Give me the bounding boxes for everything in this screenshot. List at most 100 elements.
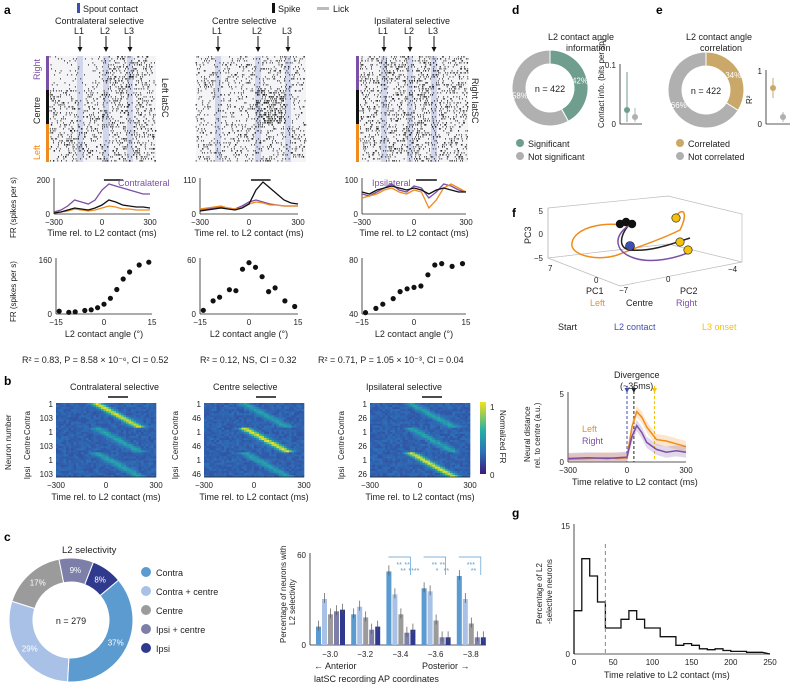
heatmap-cell <box>372 421 376 424</box>
heatmap-cell <box>153 415 157 418</box>
heatmap-cell <box>460 415 463 418</box>
heatmap-cell <box>121 411 124 414</box>
heatmap-cell <box>236 444 240 447</box>
spike-row <box>219 154 303 156</box>
heatmap-cell <box>299 425 302 428</box>
heatmap-cell <box>206 448 210 451</box>
heatmap-cell <box>251 407 255 410</box>
heatmap-cell <box>153 429 157 433</box>
row-group-2-1: Centre <box>337 435 346 460</box>
heatmap-cell <box>73 464 77 468</box>
heatmap-cell <box>465 452 468 455</box>
heatmap-cell <box>128 433 132 437</box>
heatmap-cell <box>410 411 413 414</box>
heatmap-cell <box>432 448 436 451</box>
heatmap-cell <box>289 470 292 474</box>
tuning-xlabel-2: L2 contact angle (°) <box>375 329 453 339</box>
heatmap-cell <box>437 425 441 428</box>
heatmap-cell <box>249 435 252 439</box>
spike-row <box>359 76 469 78</box>
heatmap-cell <box>455 411 458 414</box>
heatmap-cell <box>390 454 393 457</box>
heatmap-cell <box>425 409 428 412</box>
heatmap-cell <box>123 435 127 439</box>
heatmap-cell <box>397 415 401 418</box>
heatmap-cell <box>241 419 245 422</box>
heatmap-cell <box>445 405 448 408</box>
heatmap-cell <box>239 440 242 443</box>
heatmap-cell <box>239 450 242 453</box>
row-bar-left <box>46 124 49 162</box>
heatmap-cell <box>83 466 87 470</box>
heatmap-cell <box>294 446 297 449</box>
heatmap-cell <box>281 427 285 431</box>
heatmap-cell <box>249 409 252 412</box>
heatmap-cell <box>226 425 230 428</box>
heatmap-cell <box>209 450 212 453</box>
heatmap-cell <box>141 419 144 422</box>
heatmap-cell <box>380 440 383 443</box>
heatmap-cell <box>219 423 222 426</box>
fr-ytick-low-0: 0 <box>46 210 51 219</box>
heatmap-cell <box>231 403 235 406</box>
heatmap-cell <box>73 403 77 406</box>
heatmap-cell <box>457 419 461 422</box>
heatmap-cell <box>209 437 212 441</box>
heatmap-cell <box>118 464 122 468</box>
heatmap-cell <box>465 417 468 420</box>
heatmap-cell <box>101 444 104 447</box>
heatmap-cell <box>241 435 245 439</box>
heatmap-cell <box>377 403 381 406</box>
heatmap-cell <box>407 413 411 416</box>
heatmap-cell <box>390 423 393 426</box>
heatmap-cell <box>61 458 64 461</box>
bar-1-0 <box>351 614 357 645</box>
heatmap-cell <box>219 405 222 408</box>
heatmap-cell <box>462 433 466 437</box>
heatmap-cell <box>151 427 154 431</box>
heatmap-cell <box>405 435 408 439</box>
legend-c-label-3: Ipsi + centre <box>156 625 205 635</box>
heatmap-cell <box>405 421 408 424</box>
heatmap-cell <box>93 452 97 455</box>
heatmap-cell <box>289 427 292 431</box>
heatmap-cell <box>412 433 416 437</box>
heatmap-cell <box>221 462 225 465</box>
heatmap-cell <box>113 462 117 465</box>
heatmap-cell <box>281 464 285 468</box>
heatmap-cell <box>392 466 396 470</box>
heatmap-cell <box>370 448 373 451</box>
heatmap-cell <box>73 425 77 428</box>
heatmap-cell <box>249 413 252 416</box>
spike-row <box>367 160 463 162</box>
heatmap-cell <box>291 446 295 449</box>
heatmap-cell <box>412 419 416 422</box>
spike-row <box>53 150 141 152</box>
heatmap-cell <box>121 409 124 412</box>
heatmap-cell <box>93 470 97 474</box>
heatmap-cell <box>239 442 242 445</box>
heatmap-cell <box>392 444 396 447</box>
heatmap-cell <box>407 460 411 463</box>
heatmap-cell <box>103 429 107 433</box>
heatmap-cell <box>246 466 250 470</box>
heatmap-cell <box>133 405 137 408</box>
heatmap-cell <box>281 440 285 443</box>
heatmap-cell <box>108 474 112 478</box>
heatmap-cell <box>234 413 237 416</box>
heatmap-cell <box>427 435 431 439</box>
heatmap-cell <box>437 407 441 410</box>
heatmap-cell <box>146 429 149 433</box>
heatmap-cell <box>427 440 431 443</box>
heatmap-cell <box>58 448 62 451</box>
heatmap-cell <box>96 429 99 433</box>
heatmap-cell <box>111 425 114 428</box>
sig-bracket-1 <box>423 556 446 575</box>
heatmap-cell <box>271 423 275 426</box>
heatmap-cell <box>56 411 59 414</box>
heatmap-cell <box>435 417 438 420</box>
heatmap-cell <box>126 458 129 461</box>
heatmap-cell <box>385 444 388 447</box>
heatmap-cell <box>204 419 207 422</box>
heatmap-cell <box>221 468 225 472</box>
